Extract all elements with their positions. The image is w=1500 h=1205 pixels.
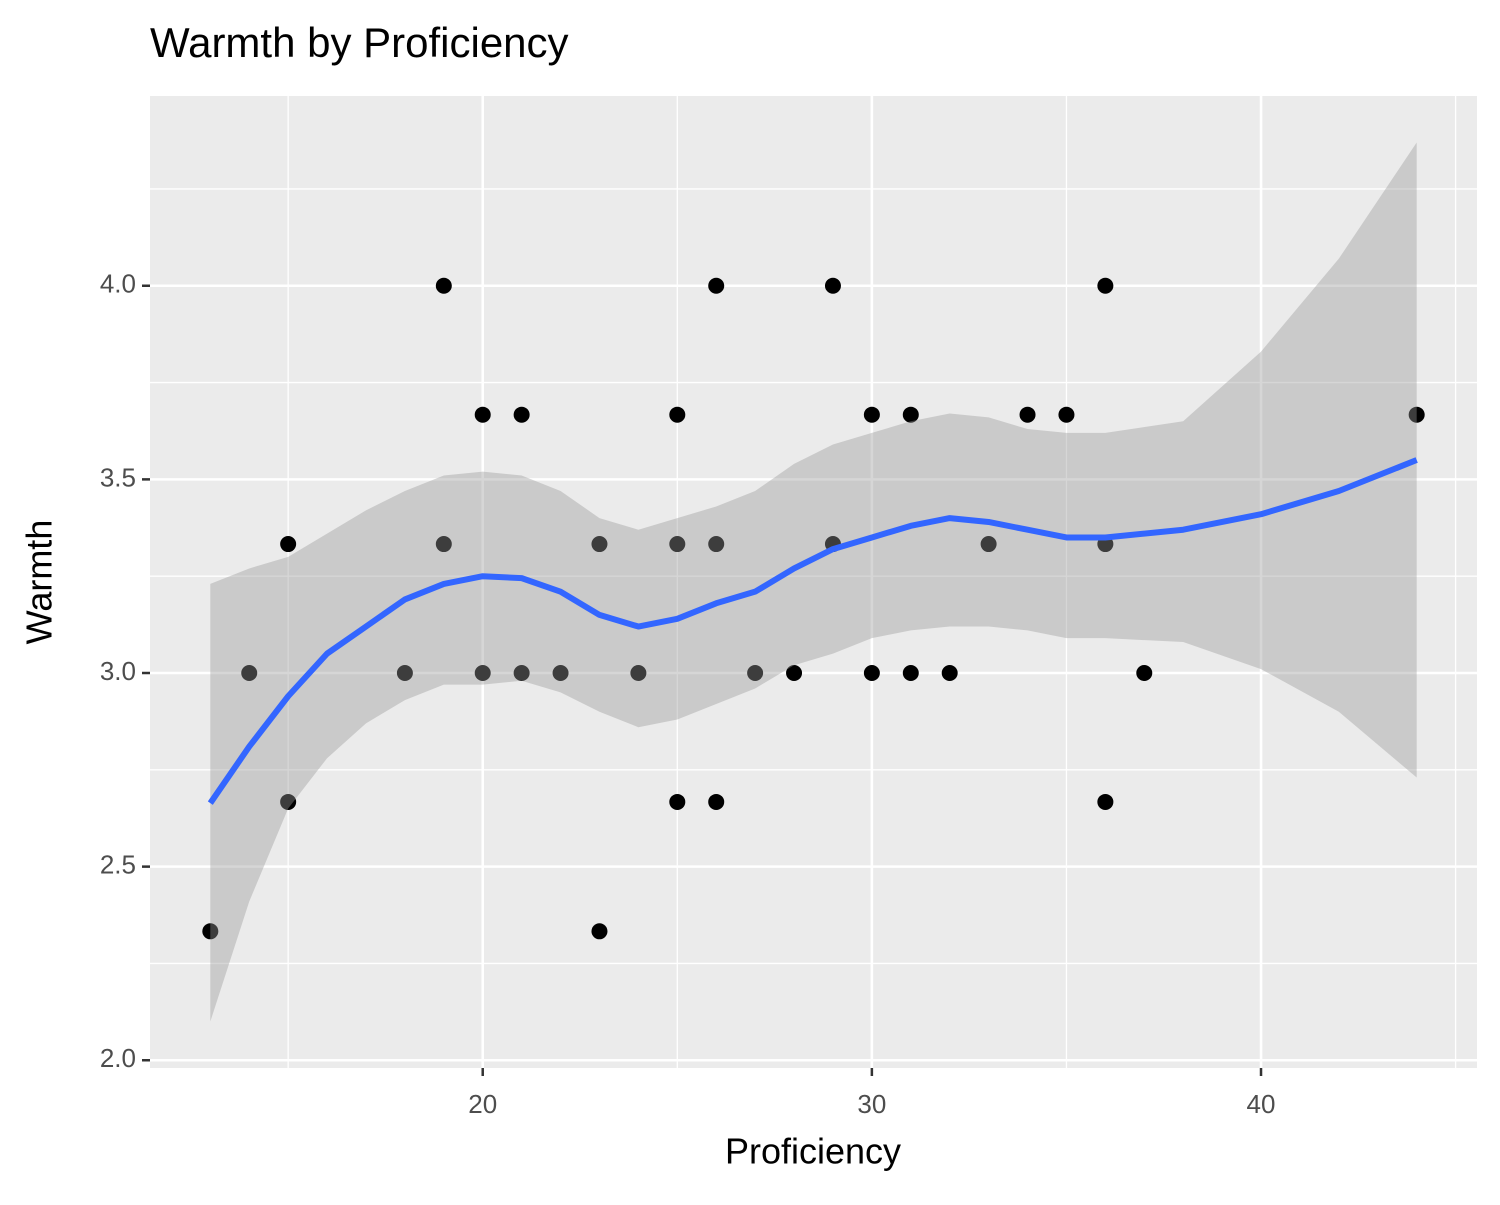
y-tick-label: 4.0 [100,269,136,299]
point [1097,793,1114,810]
y-axis-title: Warmth [19,520,60,645]
x-axis-title: Proficiency [725,1131,901,1172]
y-tick-label: 3.0 [100,656,136,686]
point [1019,406,1036,423]
point [902,665,919,682]
confidence-band [210,142,1417,1022]
point [591,923,608,940]
point [669,793,686,810]
point [1097,277,1114,294]
point [902,406,919,423]
x-tick-label: 30 [857,1089,886,1119]
point [513,406,530,423]
point [824,277,841,294]
point [941,665,958,682]
point [280,793,297,810]
x-tick-label: 40 [1247,1089,1276,1119]
point [474,665,491,682]
point [747,665,764,682]
point [708,793,725,810]
point [241,665,258,682]
chart-title: Warmth by Proficiency [150,19,569,66]
point [552,665,569,682]
point [669,406,686,423]
smooth-line [207,457,1418,805]
point [630,665,647,682]
point [786,665,803,682]
plot-panel [150,96,1477,1068]
point [396,665,413,682]
y-tick-label: 3.5 [100,462,136,492]
point [591,536,608,553]
point [474,406,491,423]
point [980,536,997,553]
y-tick-label: 2.5 [100,850,136,880]
point [513,665,530,682]
point [708,277,725,294]
point [863,665,880,682]
point [1408,406,1425,423]
point [669,536,686,553]
point [280,536,297,553]
point [1136,665,1153,682]
y-tick-label: 2.0 [100,1043,136,1073]
point [435,536,452,553]
x-tick-label: 20 [468,1089,497,1119]
point [202,923,219,940]
point [863,406,880,423]
point [435,277,452,294]
point [708,536,725,553]
point [1058,406,1075,423]
